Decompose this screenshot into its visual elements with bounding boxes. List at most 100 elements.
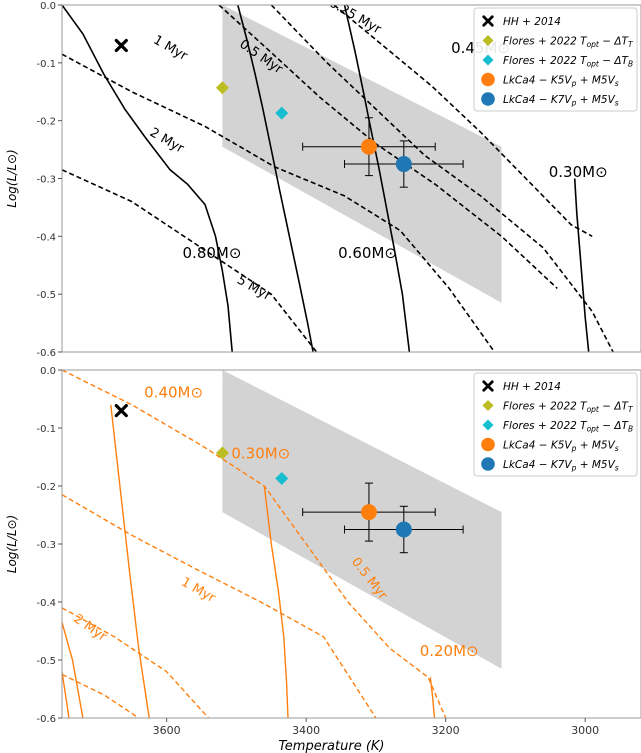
legend-marker-1	[482, 34, 494, 47]
legend-marker-3	[481, 437, 495, 452]
legend-label-2: Flores + 2022 Topt − ΔTB	[503, 55, 633, 69]
legend-text-part: − ΔT	[599, 55, 630, 67]
legend-text-part: LkCa4 − K7V	[503, 94, 572, 106]
annotation-3: 1 Myr	[178, 575, 218, 607]
y-tick-label: -0.4	[36, 598, 56, 609]
legend-label-1: Flores + 2022 Topt − ΔTT	[503, 36, 634, 50]
legend-subscript: opt	[587, 60, 600, 69]
legend-subscript: B	[628, 60, 633, 69]
x-tick-label: 3400	[292, 724, 320, 737]
legend-text-part: + M5V	[576, 459, 615, 471]
legend-marker-0	[482, 15, 494, 27]
legend-subscript: s	[615, 464, 619, 473]
x-tick-label: 3000	[571, 724, 599, 737]
legend-text-part: + M5V	[576, 94, 615, 106]
data-point-2	[275, 106, 289, 120]
legend-text-part: LkCa4 − K7V	[503, 459, 572, 471]
legend-text-part: Flores + 2022 T	[503, 55, 588, 67]
y-tick-label: -0.1	[36, 59, 56, 70]
legend-subscript: opt	[587, 405, 600, 414]
legend-marker-2	[482, 419, 494, 431]
legend-box	[473, 7, 638, 112]
isochrone-7	[62, 53, 496, 352]
mass-track-2	[429, 677, 436, 718]
y-tick-label: -0.5	[36, 656, 56, 667]
annotation-5: 0.30M⊙	[549, 163, 608, 181]
legend-label-4: LkCa4 − K7Vp + M5Vs	[503, 459, 619, 473]
isochrone-5	[270, 5, 614, 352]
legend-marker-0	[482, 380, 494, 392]
x-tick-label: 3200	[432, 724, 460, 737]
legend-marker-1	[482, 399, 494, 412]
y-tick-label: -0.1	[36, 424, 56, 435]
y-tick-label: 0.0	[40, 1, 56, 12]
legend-subscript: p	[571, 99, 577, 108]
y-axis-label: Log(L/L⊙)	[5, 515, 19, 573]
y-tick-label: -0.5	[36, 290, 56, 301]
legend-subscript: opt	[587, 40, 600, 49]
legend-subscript: p	[571, 464, 577, 473]
y-tick-label: -0.6	[36, 348, 56, 359]
mass-track-2	[62, 5, 233, 352]
legend-text-part: − ΔT	[599, 401, 630, 413]
mass-track-0	[237, 5, 314, 352]
annotation-6: 0.80M⊙	[183, 244, 242, 262]
legend-text-part: Flores + 2022 T	[503, 420, 588, 432]
legend-label-0: HH + 2014	[503, 381, 561, 393]
legend-marker-3	[481, 72, 495, 87]
legend-subscript: s	[615, 444, 619, 453]
isochrone-8	[62, 169, 318, 352]
isochrone-6	[333, 5, 593, 238]
legend-marker-4	[481, 92, 495, 106]
isochrone-8	[62, 673, 140, 718]
legend-box	[473, 372, 638, 477]
legend-text-part: − ΔT	[599, 36, 630, 48]
annotation-7: 0.60M⊙	[338, 244, 397, 262]
x-axis-label: Temperature (K)	[278, 739, 384, 753]
legend-subscript: p	[571, 79, 577, 88]
annotation-8: 5 Myr	[234, 273, 274, 305]
y-tick-label: 0.0	[40, 366, 56, 377]
legend-text-part: + M5V	[576, 75, 615, 87]
legend-subscript: T	[628, 40, 634, 49]
legend-subscript: s	[615, 99, 619, 108]
data-point-4	[395, 521, 412, 538]
data-point-0	[114, 38, 128, 53]
data-point-3	[360, 504, 377, 521]
data-point-0	[114, 404, 128, 418]
annotation-1: 0.30M⊙	[231, 445, 290, 463]
mass-track-3	[573, 178, 590, 352]
annotation-0: 0.40M⊙	[144, 384, 203, 402]
isochrone-5	[62, 370, 447, 718]
shaded-region	[222, 5, 502, 303]
annotation-4: 2 Myr	[147, 125, 187, 157]
legend-label-2: Flores + 2022 Topt − ΔTB	[503, 420, 633, 434]
legend-text-part: Flores + 2022 T	[503, 401, 588, 413]
data-point-2	[275, 471, 289, 485]
legend-label-1: Flores + 2022 Topt − ΔTT	[503, 401, 634, 415]
legend-label-4: LkCa4 − K7Vp + M5Vs	[503, 94, 619, 108]
isochrone-7	[62, 607, 210, 718]
legend-marker-0-stroke	[482, 15, 494, 27]
legend-text-part: LkCa4 − K5V	[503, 440, 572, 452]
legend-marker-0-stroke	[482, 380, 494, 392]
legend-marker-4	[481, 457, 495, 471]
legend-marker-2	[482, 54, 494, 66]
legend-subscript: p	[571, 444, 577, 453]
data-point-1	[215, 446, 229, 460]
data-point-4	[395, 156, 412, 173]
mass-track-1	[343, 5, 411, 352]
legend-label-0: HH + 2014	[503, 16, 561, 28]
legend-subscript: opt	[587, 425, 600, 434]
legend-subscript: s	[615, 79, 619, 88]
legend-text-part: Flores + 2022 T	[503, 36, 588, 48]
data-point-0-stroke	[114, 404, 128, 418]
y-tick-label: -0.2	[36, 117, 56, 128]
legend-label-3: LkCa4 − K5Vp + M5Vs	[503, 75, 619, 89]
y-tick-label: -0.3	[36, 175, 56, 186]
shaded-region	[222, 370, 502, 669]
